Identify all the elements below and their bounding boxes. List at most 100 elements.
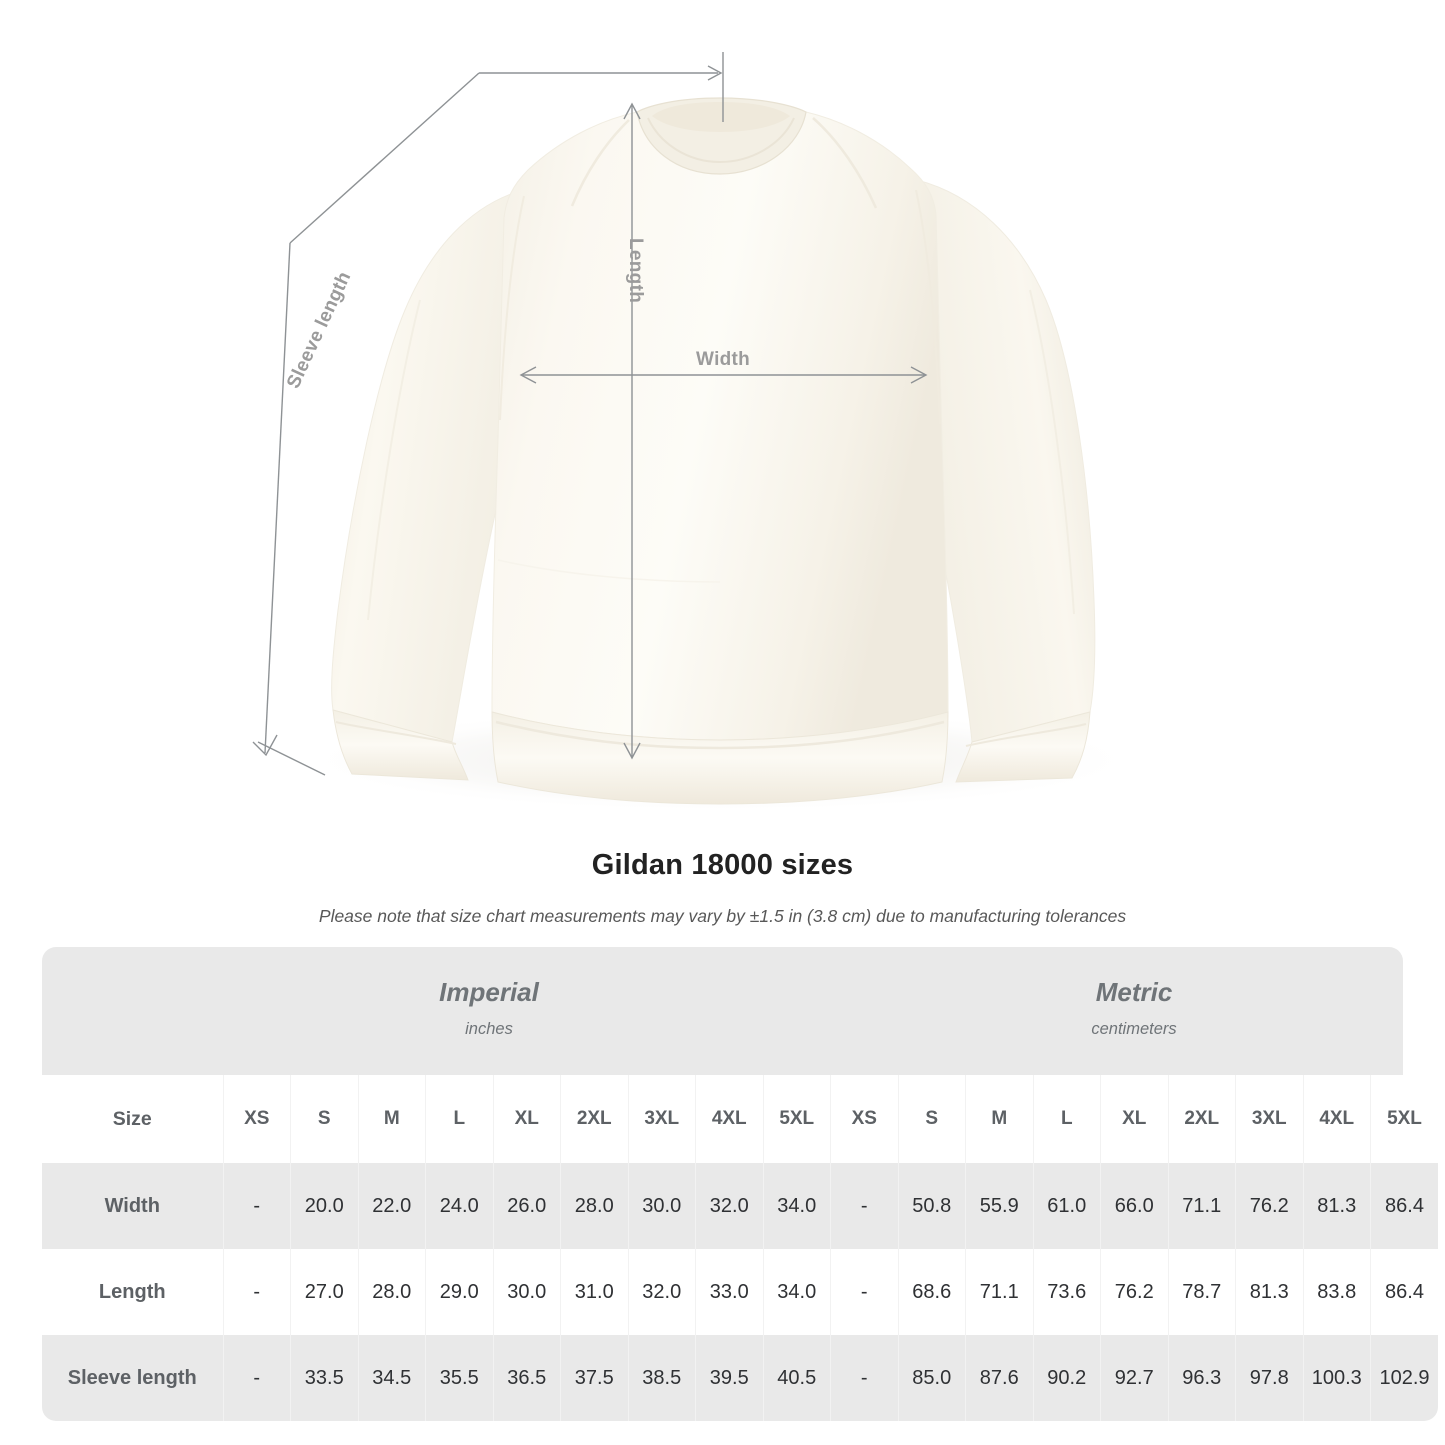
measurement-cell: 32.0 bbox=[628, 1249, 696, 1335]
size-column-header: 5XL bbox=[763, 1075, 831, 1163]
measurement-cell: 97.8 bbox=[1235, 1335, 1304, 1421]
bottom-hem bbox=[491, 711, 949, 805]
measurement-cell: 39.5 bbox=[695, 1335, 764, 1421]
length-arrowhead-bottom bbox=[623, 742, 641, 760]
metric-unit-sub: centimeters bbox=[1091, 1020, 1177, 1038]
left-armhole-seam bbox=[499, 195, 525, 421]
measurement-row-label: Width bbox=[42, 1163, 224, 1249]
width-arrowhead-left bbox=[519, 366, 537, 384]
size-column-header: M bbox=[358, 1075, 426, 1163]
measurement-cell: 96.3 bbox=[1168, 1335, 1236, 1421]
size-column-header: L bbox=[425, 1075, 494, 1163]
measurement-cell: 27.0 bbox=[290, 1249, 359, 1335]
measurement-cell: 81.3 bbox=[1303, 1163, 1371, 1249]
collar-inner bbox=[647, 117, 795, 164]
size-column-header: 5XL bbox=[1370, 1075, 1438, 1163]
measurement-cell: 81.3 bbox=[1235, 1249, 1304, 1335]
measurement-cell: 85.0 bbox=[898, 1335, 966, 1421]
right-cuff-seam bbox=[965, 723, 1087, 747]
right-armhole-seam bbox=[915, 189, 941, 425]
size-column-header: L bbox=[1033, 1075, 1101, 1163]
collar-back bbox=[652, 102, 790, 132]
left-cuff-seam bbox=[335, 721, 457, 745]
width-label: Width bbox=[696, 349, 751, 370]
measurement-cell: - bbox=[830, 1335, 899, 1421]
measurement-cell: 73.6 bbox=[1033, 1249, 1101, 1335]
measurement-cell: 92.7 bbox=[1100, 1335, 1169, 1421]
measurement-cell: 90.2 bbox=[1033, 1335, 1101, 1421]
metric-unit-group: Metric centimeters bbox=[984, 975, 1284, 1043]
measurement-cell: 76.2 bbox=[1100, 1249, 1169, 1335]
size-column-header: S bbox=[898, 1075, 966, 1163]
right-sleeve-fold bbox=[1029, 289, 1075, 615]
measurement-cell: 102.9 bbox=[1370, 1335, 1438, 1421]
measurement-cell: 78.7 bbox=[1168, 1249, 1236, 1335]
imperial-unit-group: Imperial inches bbox=[339, 975, 639, 1043]
measurement-cell: 35.5 bbox=[425, 1335, 494, 1421]
table-header: Size XS S M L XL 2XL 3XL 4XL 5XL XS S M L XL 2XL 3XL 4XL… bbox=[42, 1075, 1438, 1163]
garment-illustration: Length Width Sleeve length bbox=[252, 52, 1140, 812]
measurement-cell: 71.1 bbox=[965, 1249, 1034, 1335]
sleeve-dimension-line bbox=[264, 242, 291, 754]
measurement-cell: 33.5 bbox=[290, 1335, 359, 1421]
table-row: Length -27.0 28.0 29.0 30.0 31.0 32.0 33.0 34.0-… bbox=[42, 1249, 1438, 1335]
measurement-cell: 38.5 bbox=[628, 1335, 696, 1421]
sleeve-bottom-tick bbox=[257, 741, 326, 776]
measurement-cell: 100.3 bbox=[1303, 1335, 1371, 1421]
sleeve-leader-upper bbox=[289, 72, 480, 244]
size-column-header: XL bbox=[493, 1075, 561, 1163]
measurement-cell: 68.6 bbox=[898, 1249, 966, 1335]
sweatshirt-diagram bbox=[252, 52, 1140, 812]
size-column-header: 3XL bbox=[628, 1075, 696, 1163]
measurement-row-label: Length bbox=[42, 1249, 224, 1335]
measurement-cell: 40.5 bbox=[763, 1335, 831, 1421]
measurement-cell: 76.2 bbox=[1235, 1163, 1304, 1249]
measurement-cell: 55.9 bbox=[965, 1163, 1034, 1249]
table-row: Width -20.0 22.0 24.0 26.0 28.0 30.0 32.0 34.0-5… bbox=[42, 1163, 1438, 1249]
measurement-cell: 61.0 bbox=[1033, 1163, 1101, 1249]
measurement-cell: 32.0 bbox=[695, 1163, 764, 1249]
right-shoulder-seam bbox=[812, 117, 878, 209]
body bbox=[491, 111, 949, 741]
imperial-unit-name: Imperial bbox=[439, 977, 539, 1007]
hem-seam bbox=[495, 720, 945, 750]
measurement-cell: 86.4 bbox=[1370, 1249, 1438, 1335]
size-column-header: XL bbox=[1100, 1075, 1169, 1163]
sleeve-top-arrowhead bbox=[707, 65, 723, 81]
size-column-header: XS bbox=[830, 1075, 899, 1163]
measurement-annotations bbox=[252, 52, 928, 776]
measurement-cell: 87.6 bbox=[965, 1335, 1034, 1421]
title-block: Gildan 18000 sizes Please note that size… bbox=[0, 845, 1445, 928]
measurement-cell: 22.0 bbox=[358, 1163, 426, 1249]
sleeve-bottom-arrowhead bbox=[252, 734, 278, 757]
measurement-cell: 34.0 bbox=[763, 1163, 831, 1249]
table-corner-label: Size bbox=[42, 1075, 224, 1163]
measurement-row-label: Sleeve length bbox=[42, 1335, 224, 1421]
measurement-cell: 20.0 bbox=[290, 1163, 359, 1249]
table-header-row: Size XS S M L XL 2XL 3XL 4XL 5XL XS S M L XL 2XL 3XL 4XL… bbox=[42, 1075, 1438, 1163]
measurement-cell: 37.5 bbox=[560, 1335, 629, 1421]
measurement-cell: 28.0 bbox=[560, 1163, 629, 1249]
left-sleeve-fold bbox=[367, 299, 421, 621]
measurement-cell: 30.0 bbox=[628, 1163, 696, 1249]
measurement-cell: 33.0 bbox=[695, 1249, 764, 1335]
measurement-cell: - bbox=[223, 1163, 291, 1249]
measurement-cell: 31.0 bbox=[560, 1249, 629, 1335]
measurements-table: Size XS S M L XL 2XL 3XL 4XL 5XL XS S M L XL 2XL 3XL 4XL… bbox=[42, 1075, 1438, 1421]
width-arrowhead-right bbox=[910, 366, 928, 384]
imperial-unit-sub: inches bbox=[465, 1020, 513, 1038]
measurement-cell: - bbox=[223, 1249, 291, 1335]
tolerance-note: Please note that size chart measurements… bbox=[318, 906, 1127, 926]
measurement-cell: 34.5 bbox=[358, 1335, 426, 1421]
measurement-cell: 28.0 bbox=[358, 1249, 426, 1335]
size-column-header: 4XL bbox=[1303, 1075, 1371, 1163]
measurement-cell: 24.0 bbox=[425, 1163, 494, 1249]
page-title: Gildan 18000 sizes bbox=[591, 849, 854, 881]
table-row: Sleeve length - 33.5 34.5 35.5 36.5 37.5 38.5 39… bbox=[42, 1335, 1438, 1421]
measurement-cell: 71.1 bbox=[1168, 1163, 1236, 1249]
length-label: Length bbox=[625, 238, 646, 304]
table-body: Width -20.0 22.0 24.0 26.0 28.0 30.0 32.0 34.0-5… bbox=[42, 1163, 1438, 1421]
measurement-cell: 30.0 bbox=[493, 1249, 561, 1335]
measurement-cell: 83.8 bbox=[1303, 1249, 1371, 1335]
measurement-cell: 36.5 bbox=[493, 1335, 561, 1421]
